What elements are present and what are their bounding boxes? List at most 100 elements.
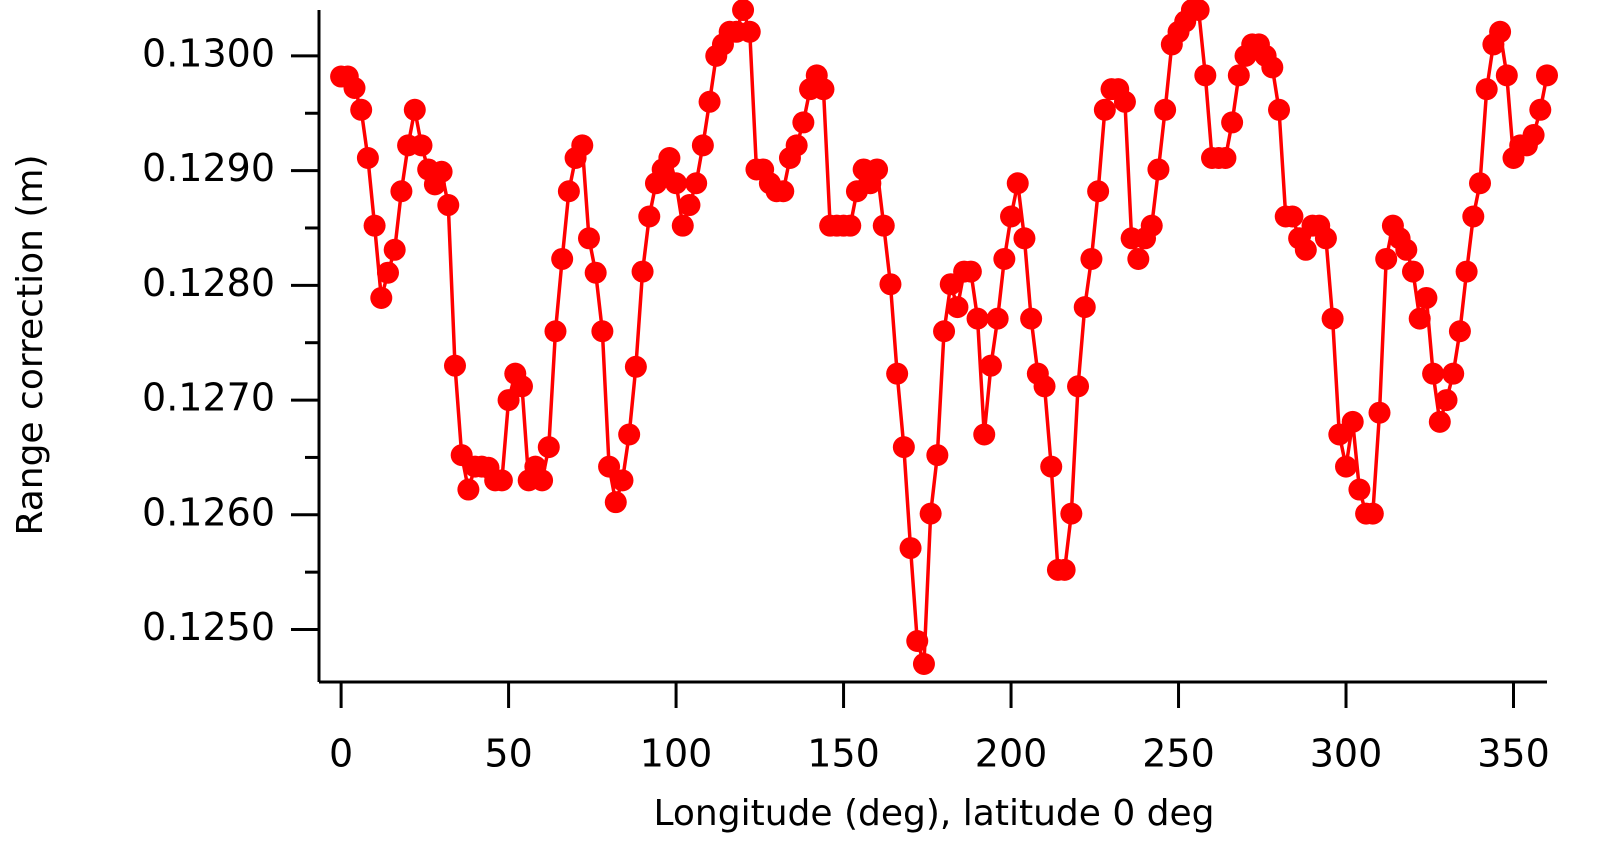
marker	[343, 77, 366, 100]
marker	[1395, 238, 1418, 261]
marker	[1335, 455, 1358, 478]
marker	[1442, 362, 1465, 385]
marker	[611, 469, 634, 492]
marker	[839, 214, 862, 237]
marker	[1067, 375, 1090, 398]
marker	[1020, 307, 1043, 330]
x-tick-label: 250	[1142, 732, 1215, 776]
marker	[1261, 56, 1284, 79]
marker	[490, 469, 513, 492]
marker	[879, 273, 902, 296]
marker	[1341, 410, 1364, 433]
marker	[1368, 401, 1391, 424]
marker	[551, 247, 574, 270]
marker	[1428, 410, 1451, 433]
y-tick-label: 0.1260	[142, 490, 275, 534]
x-tick-label: 0	[329, 732, 353, 776]
marker	[1147, 158, 1170, 181]
marker	[872, 214, 895, 237]
marker	[1475, 78, 1498, 101]
marker	[671, 214, 694, 237]
marker	[410, 134, 433, 157]
x-axis-title: Longitude (deg), latitude 0 deg	[653, 793, 1214, 834]
marker	[571, 134, 594, 157]
marker	[1113, 90, 1136, 113]
marker	[1489, 20, 1512, 43]
marker	[1469, 172, 1492, 195]
marker	[685, 172, 708, 195]
marker	[1140, 214, 1163, 237]
marker	[370, 286, 393, 309]
marker	[1053, 558, 1076, 581]
marker	[1060, 502, 1083, 525]
marker	[886, 362, 909, 385]
x-tick-label: 150	[807, 732, 880, 776]
y-tick-label: 0.1300	[142, 31, 275, 75]
marker	[457, 478, 480, 501]
marker	[1408, 307, 1431, 330]
marker	[1375, 247, 1398, 270]
y-tick-label: 0.1270	[142, 376, 275, 420]
marker	[598, 455, 621, 478]
marker	[678, 194, 701, 217]
marker	[919, 502, 942, 525]
marker	[443, 354, 466, 377]
marker	[604, 491, 627, 514]
marker	[544, 320, 567, 343]
marker	[785, 134, 808, 157]
marker	[1194, 64, 1217, 87]
marker	[557, 180, 580, 203]
marker	[959, 260, 982, 283]
marker	[1268, 98, 1291, 121]
marker	[1154, 98, 1177, 121]
y-axis-title: Range correction (m)	[10, 154, 51, 535]
x-tick-label: 50	[484, 732, 532, 776]
marker	[1361, 502, 1384, 525]
marker	[906, 629, 929, 652]
marker	[584, 261, 607, 284]
marker	[1033, 375, 1056, 398]
marker	[1187, 0, 1210, 21]
marker	[1093, 98, 1116, 121]
marker	[403, 98, 426, 121]
marker	[577, 227, 600, 250]
marker	[732, 0, 755, 21]
marker	[1087, 180, 1110, 203]
marker	[531, 469, 554, 492]
marker	[1422, 362, 1445, 385]
marker	[812, 78, 835, 101]
marker	[1402, 260, 1425, 283]
marker	[1000, 205, 1023, 228]
x-tick-label: 350	[1477, 732, 1550, 776]
marker	[1073, 296, 1096, 319]
marker	[946, 296, 969, 319]
marker	[1536, 64, 1558, 87]
y-tick-label: 0.1250	[142, 605, 275, 649]
marker	[1455, 260, 1478, 283]
marker	[591, 320, 614, 343]
marker	[363, 214, 386, 237]
marker	[1281, 205, 1304, 228]
marker	[966, 307, 989, 330]
marker	[1321, 307, 1344, 330]
marker	[979, 354, 1002, 377]
marker	[899, 537, 922, 560]
y-tick-label: 0.1290	[142, 146, 275, 190]
marker	[658, 146, 681, 169]
marker	[738, 20, 761, 43]
marker	[1314, 227, 1337, 250]
marker	[350, 98, 373, 121]
marker	[383, 238, 406, 261]
x-tick-label: 100	[640, 732, 713, 776]
marker	[497, 389, 520, 412]
marker	[993, 247, 1016, 270]
marker	[537, 436, 560, 459]
marker	[1462, 205, 1485, 228]
marker	[638, 205, 661, 228]
marker	[866, 158, 889, 181]
marker	[1227, 64, 1250, 87]
marker	[1415, 286, 1438, 309]
marker	[618, 423, 641, 446]
marker	[1294, 238, 1317, 261]
